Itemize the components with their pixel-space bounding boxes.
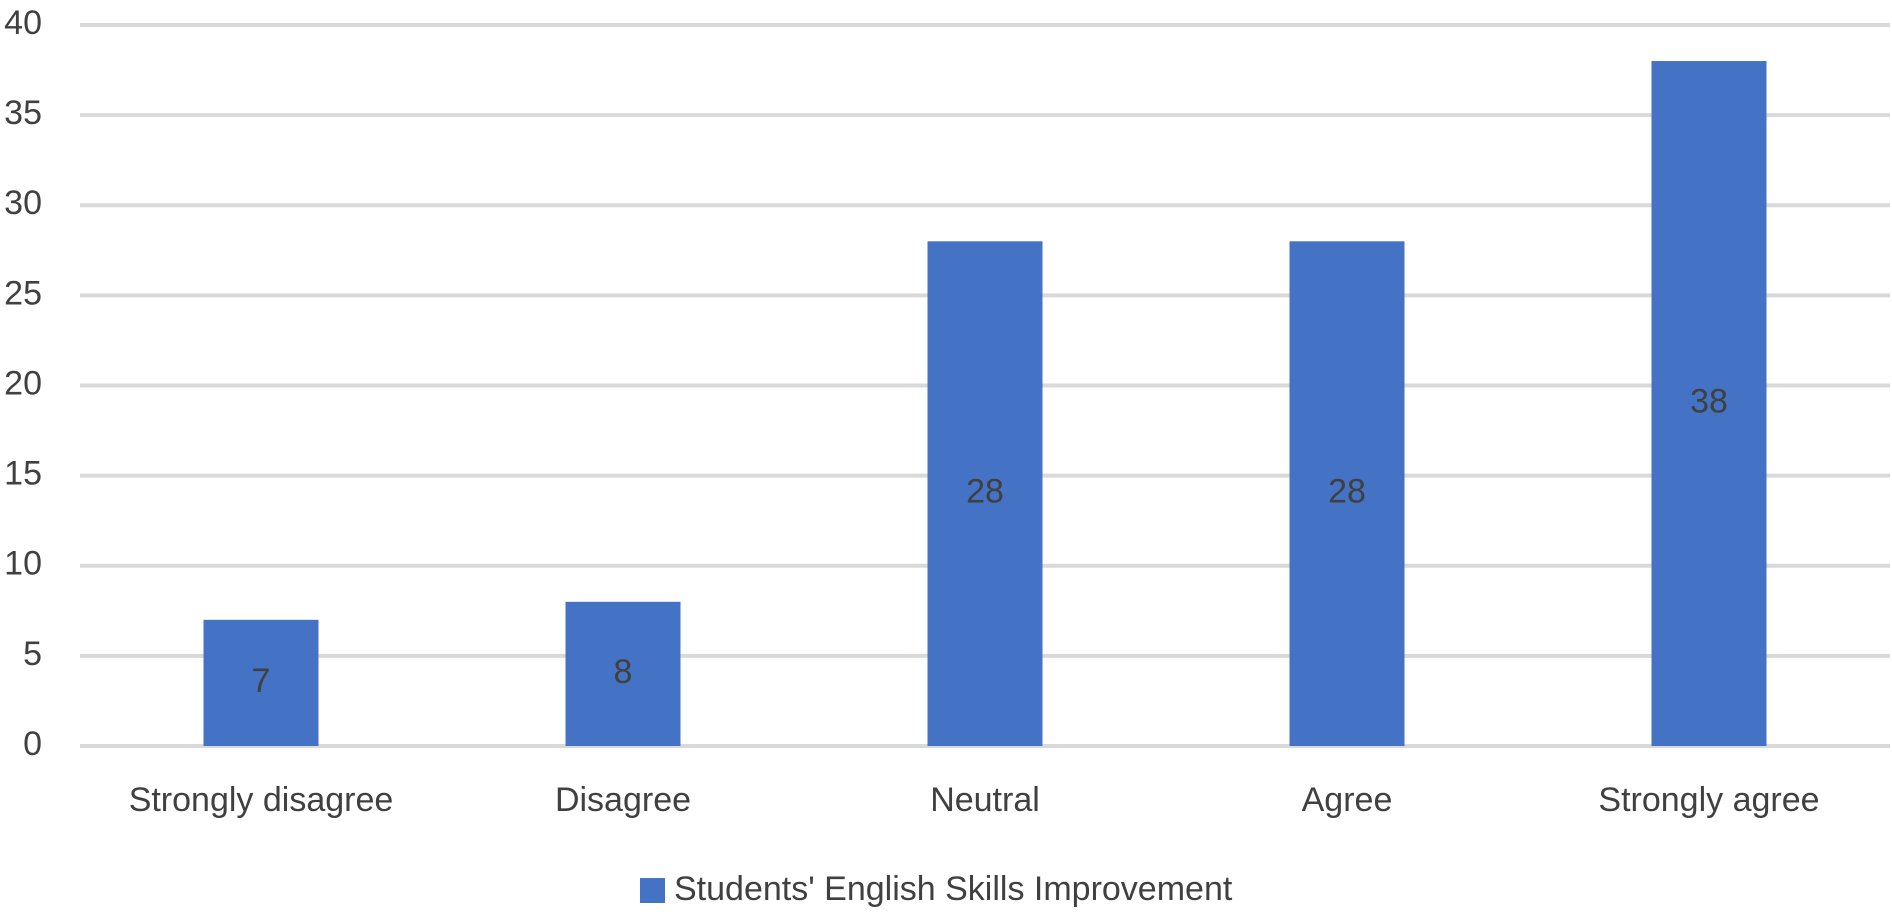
- x-category-label: Disagree: [555, 781, 691, 819]
- bar: [1651, 61, 1767, 747]
- x-axis-category-labels: Strongly disagree Disagree Neutral Agree Str…: [129, 781, 1820, 819]
- data-label: 28: [966, 473, 1004, 511]
- x-category-label: Strongly agree: [1598, 781, 1819, 819]
- data-labels: 7 8 28 28 38: [252, 383, 1728, 700]
- y-tick-label: 35: [4, 94, 42, 132]
- y-tick-label: 0: [23, 725, 42, 763]
- x-category-label: Strongly disagree: [129, 781, 394, 819]
- y-tick-label: 15: [4, 455, 42, 493]
- y-tick-label: 5: [23, 635, 42, 673]
- data-label: 7: [252, 662, 271, 700]
- bar: [565, 601, 681, 746]
- legend-swatch: [640, 878, 665, 903]
- y-tick-label: 30: [4, 184, 42, 222]
- y-tick-label: 25: [4, 274, 42, 312]
- y-tick-label: 10: [4, 545, 42, 583]
- bars: [203, 61, 1767, 747]
- y-tick-label: 40: [4, 4, 42, 42]
- bar: [203, 619, 319, 746]
- data-label: 38: [1690, 383, 1728, 421]
- y-axis-tick-labels: 0 5 10 15 20 25 30 35 40: [4, 4, 42, 763]
- x-category-label: Neutral: [930, 781, 1040, 819]
- data-label: 28: [1328, 473, 1366, 511]
- bar: [1289, 241, 1405, 747]
- legend-label: Students' English Skills Improvement: [674, 870, 1233, 908]
- x-category-label: Agree: [1302, 781, 1393, 819]
- data-label: 8: [614, 653, 633, 691]
- y-tick-label: 20: [4, 364, 42, 402]
- legend: Students' English Skills Improvement: [640, 870, 1233, 908]
- bar: [927, 241, 1043, 747]
